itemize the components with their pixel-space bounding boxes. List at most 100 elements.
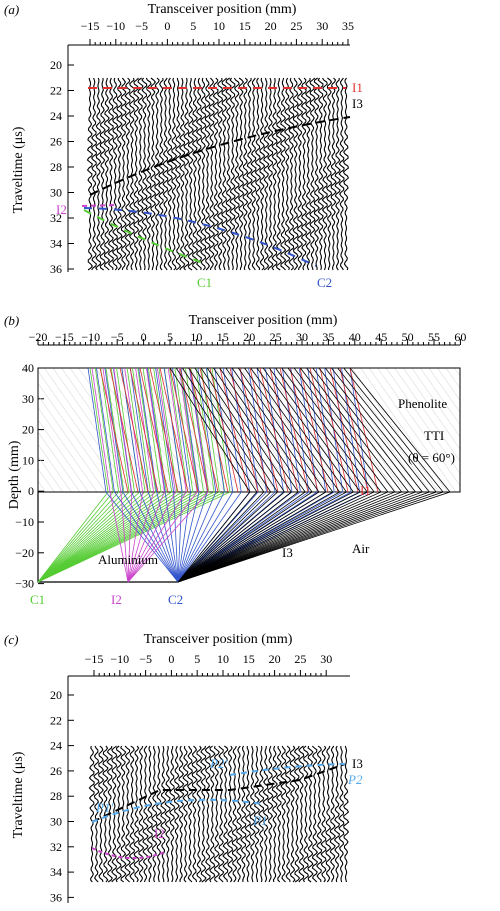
seismic-trace	[111, 77, 119, 271]
seismic-trace	[262, 745, 269, 883]
ray	[259, 367, 289, 493]
ray-i3	[169, 367, 251, 583]
x-tick-label: 20	[243, 330, 255, 344]
ray-i3	[177, 367, 279, 583]
ray	[169, 367, 199, 493]
ray	[99, 367, 129, 493]
ray	[159, 367, 189, 493]
seismic-trace	[107, 77, 115, 271]
ray	[289, 367, 319, 493]
x-tick-label: 40	[349, 330, 361, 344]
ray	[269, 367, 299, 493]
seismic-trace	[288, 77, 295, 271]
seismic-trace	[221, 77, 228, 271]
seismic-trace	[275, 78, 283, 271]
seismic-trace	[103, 77, 111, 271]
ray	[179, 367, 209, 493]
seismic-trace	[313, 77, 320, 271]
ray	[309, 367, 339, 493]
seismic-trace	[213, 745, 221, 883]
ray-i3	[177, 367, 410, 583]
seismic-trace	[304, 77, 312, 271]
y-tick-label: 34	[50, 237, 62, 251]
x-tick-label: −10	[110, 652, 129, 666]
y-tick-label: 36	[50, 262, 62, 276]
ray-i3	[177, 367, 327, 583]
seismic-trace	[102, 745, 109, 883]
panel-a: (a) Transceiver position (mm) −15 −10 −5 0 5…	[4, 2, 363, 290]
x-tick-label: −10	[81, 330, 100, 344]
ray	[127, 367, 176, 583]
label-air: Air	[352, 541, 370, 556]
ray	[37, 367, 151, 583]
label-c1-b: C1	[30, 592, 45, 607]
ray	[163, 367, 183, 583]
seismic-trace	[151, 745, 158, 883]
x-tick-label: 15	[217, 330, 229, 344]
seismic-trace	[300, 77, 308, 271]
ray	[177, 367, 217, 583]
yticks-b: 40 30 20 10 0 −10 −20 −30	[15, 361, 44, 591]
seismic-trace	[222, 745, 229, 883]
label-c2-a: C2	[317, 275, 332, 290]
x-tick-label: 55	[428, 330, 440, 344]
label-p1: P1	[252, 813, 267, 828]
ray-i3	[177, 367, 437, 583]
ray-i3	[177, 367, 424, 583]
seismic-trace	[342, 745, 350, 883]
seismic-trace	[334, 77, 341, 271]
seismic-trace	[199, 77, 207, 271]
ray	[37, 367, 120, 583]
label-p2: P2	[347, 772, 363, 787]
event-i3-line	[89, 116, 351, 196]
seismic-trace	[253, 745, 261, 883]
ylabel-c: Traveltime (μs)	[11, 751, 26, 838]
label-i2-a: I2	[56, 202, 67, 217]
seismic-trace	[168, 745, 176, 883]
seismic-trace	[120, 77, 127, 271]
seismic-trace	[124, 77, 131, 271]
xlabel-c: Transceiver position (mm)	[144, 632, 293, 647]
ray-i3	[177, 367, 299, 583]
seismic-trace	[158, 77, 165, 271]
ray	[177, 367, 310, 583]
panel-c: (c) Transceiver position (mm) −15 −10 −5 0 5…	[4, 632, 363, 904]
y-tick-label: 26	[50, 764, 62, 778]
y-tick-label: 0	[28, 484, 34, 498]
y-tick-label: 32	[50, 211, 62, 225]
event-i2-line	[81, 204, 119, 207]
x-tick-label: 25	[270, 330, 282, 344]
ray	[299, 367, 329, 493]
ray	[91, 367, 129, 583]
x-tick-label: 60	[454, 330, 466, 344]
seismic-trace	[280, 745, 287, 883]
y-tick-label: 40	[22, 361, 34, 375]
label-tti: TTI	[424, 428, 444, 443]
seismic-trace	[279, 77, 287, 271]
ray-i3	[177, 367, 396, 583]
ray	[199, 367, 229, 493]
seismic-trace	[115, 745, 123, 883]
y-tick-label: 30	[50, 815, 62, 829]
x-tick-label: 25	[290, 19, 302, 33]
x-tick-label: −15	[81, 19, 100, 33]
seismic-trace	[124, 745, 131, 883]
seismic-trace	[175, 77, 182, 271]
seismic-trace	[182, 745, 189, 883]
ray-i3	[177, 367, 286, 583]
seismic-trace	[338, 745, 345, 883]
label-i3-b: I3	[282, 545, 293, 560]
seismic-trace	[216, 77, 224, 271]
seismic-trace	[128, 77, 136, 271]
y-tick-label: 34	[50, 865, 62, 879]
seismic-trace	[329, 745, 336, 883]
ray	[129, 367, 179, 583]
seismic-trace	[156, 745, 163, 883]
x-tick-label: 45	[375, 330, 387, 344]
seismic-trace	[149, 77, 157, 271]
seismic-trace	[309, 77, 316, 271]
y-tick-label: 28	[50, 789, 62, 803]
x-tick-label: 0	[168, 652, 174, 666]
seismic-trace	[162, 77, 169, 271]
seismic-traces-c	[88, 745, 350, 883]
